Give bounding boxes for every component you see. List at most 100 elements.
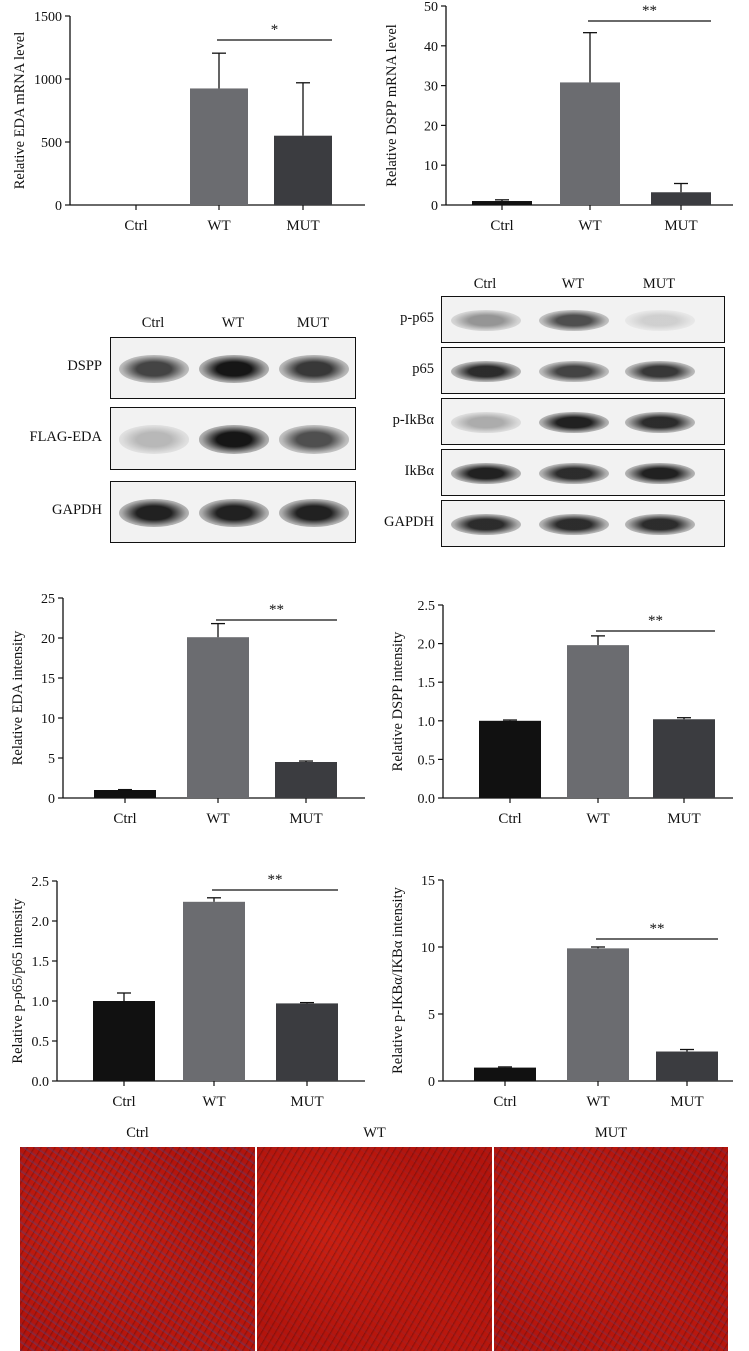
x-tick-label: MUT (286, 218, 319, 234)
blot-right-lane-label: MUT (642, 276, 676, 292)
x-tick-label: WT (586, 811, 609, 827)
blot-right-row-label: p-IkBα (392, 411, 434, 428)
bar-wt (183, 901, 245, 1081)
staining-image-mut (494, 1147, 728, 1351)
blot-right-band-strip (441, 347, 725, 394)
bar-chart-3: 0.0 0.5 1.0 1.5 2.0 2.5 Ctrl WT MUT ** Relative DS… (390, 599, 733, 827)
blot-left-band-strip (110, 337, 356, 399)
bar-chart-4: 0.0 0.5 1.0 1.5 2.0 2.5 Ctrl WT MUT ** Relative p-… (10, 872, 365, 1110)
bar-mut (656, 1051, 718, 1081)
y-tick-label: 25 (41, 592, 55, 607)
y-tick-label: 15 (41, 672, 55, 687)
x-tick-label: Ctrl (113, 811, 136, 827)
blot-right-band (539, 462, 609, 485)
y-axis-label: Relative DSPP intensity (390, 631, 406, 771)
y-tick-label: 10 (424, 159, 438, 174)
x-tick-label: WT (578, 218, 601, 234)
x-tick-label: Ctrl (493, 1094, 516, 1110)
bar-ctrl (472, 201, 532, 205)
x-tick-label: MUT (670, 1094, 703, 1110)
blot-right-band (451, 360, 521, 383)
y-tick-label: 0 (428, 1075, 435, 1090)
y-tick-label: 500 (41, 136, 62, 151)
bar-ctrl (93, 1001, 155, 1081)
x-tick-label: MUT (289, 811, 322, 827)
x-tick-label: MUT (667, 811, 700, 827)
blot-left-lane-label: MUT (296, 315, 330, 331)
y-tick-label: 15 (421, 874, 435, 889)
x-tick-label: WT (202, 1094, 225, 1110)
significance-label: ** (642, 3, 657, 19)
y-tick-label: 5 (48, 752, 55, 767)
y-tick-label: 20 (424, 119, 438, 134)
y-axis-label: Relative p-p65/p65 intensity (10, 898, 26, 1064)
y-tick-label: 1.0 (418, 715, 436, 730)
bar-wt (560, 82, 620, 205)
blot-right-band (451, 309, 521, 332)
bar-wt (190, 88, 248, 205)
blot-left-band-strip (110, 481, 356, 543)
y-tick-label: 0 (48, 792, 55, 807)
blot-right-band (539, 411, 609, 434)
x-tick-label: Ctrl (498, 811, 521, 827)
blot-right-band (539, 513, 609, 536)
bar-mut (275, 762, 337, 798)
blot-left-band (279, 499, 349, 527)
blot-left-row-label: GAPDH (52, 502, 102, 518)
blot-left-band (199, 499, 269, 527)
blot-right-lane-label: WT (561, 276, 585, 292)
y-tick-label: 1000 (34, 73, 62, 88)
y-tick-label: 1.5 (32, 955, 50, 970)
staining-label: MUT (594, 1125, 628, 1141)
staining-label: Ctrl (126, 1125, 149, 1141)
y-tick-label: 1.0 (32, 995, 50, 1010)
bar-mut (653, 719, 715, 798)
blot-right-row-label: GAPDH (384, 513, 434, 530)
blot-right-band-strip (441, 296, 725, 343)
x-tick-label: WT (206, 811, 229, 827)
y-tick-label: 10 (41, 712, 55, 727)
y-tick-label: 50 (424, 0, 438, 15)
y-tick-label: 1.5 (418, 676, 436, 691)
significance-label: ** (268, 872, 283, 888)
bar-chart-5: 0 5 10 15 Ctrl WT MUT ** Relative p-IKBα/IKBα in… (390, 874, 733, 1110)
blot-right-band (539, 309, 609, 332)
y-tick-label: 0.5 (32, 1035, 50, 1050)
y-tick-label: 2.0 (32, 915, 50, 930)
y-tick-label: 5 (428, 1008, 435, 1023)
blot-right-band (625, 309, 695, 332)
x-tick-label: MUT (290, 1094, 323, 1110)
bar-wt (187, 637, 249, 798)
y-tick-label: 0.0 (418, 792, 436, 807)
blot-left-band (119, 355, 189, 383)
y-tick-label: 0.5 (418, 753, 436, 768)
bar-ctrl (94, 790, 156, 798)
staining-image-wt (257, 1147, 492, 1351)
blot-left-row-label: DSPP (67, 358, 102, 374)
bar-wt (567, 645, 629, 798)
blot-right-band (625, 513, 695, 536)
y-tick-label: 20 (41, 632, 55, 647)
bar-mut (651, 192, 711, 205)
blot-left-band (279, 355, 349, 383)
bar-chart-0: 0 500 1000 1500 Ctrl WT MUT * Relative EDA mRNA … (12, 10, 365, 234)
blot-right-row-label: p-p65 (400, 309, 434, 326)
staining-label: WT (363, 1125, 386, 1141)
blot-right-band (625, 462, 695, 485)
y-axis-label: Relative DSPP mRNA level (384, 24, 400, 187)
x-tick-label: MUT (664, 218, 697, 234)
bar-chart-1: 0 10 20 30 40 50 Ctrl WT MUT ** Relative DSPP mRNA… (384, 0, 733, 234)
bar-ctrl (479, 720, 541, 798)
x-tick-label: Ctrl (490, 218, 513, 234)
blot-right-band (625, 411, 695, 434)
blot-right-band (539, 360, 609, 383)
blot-right-row-label: IkBα (404, 462, 434, 479)
x-tick-label: WT (207, 218, 230, 234)
blot-left-lane-label: Ctrl (141, 315, 165, 331)
blot-right-band (625, 360, 695, 383)
blot-right-band (451, 513, 521, 536)
bar-mut (274, 135, 332, 205)
blot-right-band (451, 411, 521, 434)
blot-left-band (199, 425, 269, 454)
